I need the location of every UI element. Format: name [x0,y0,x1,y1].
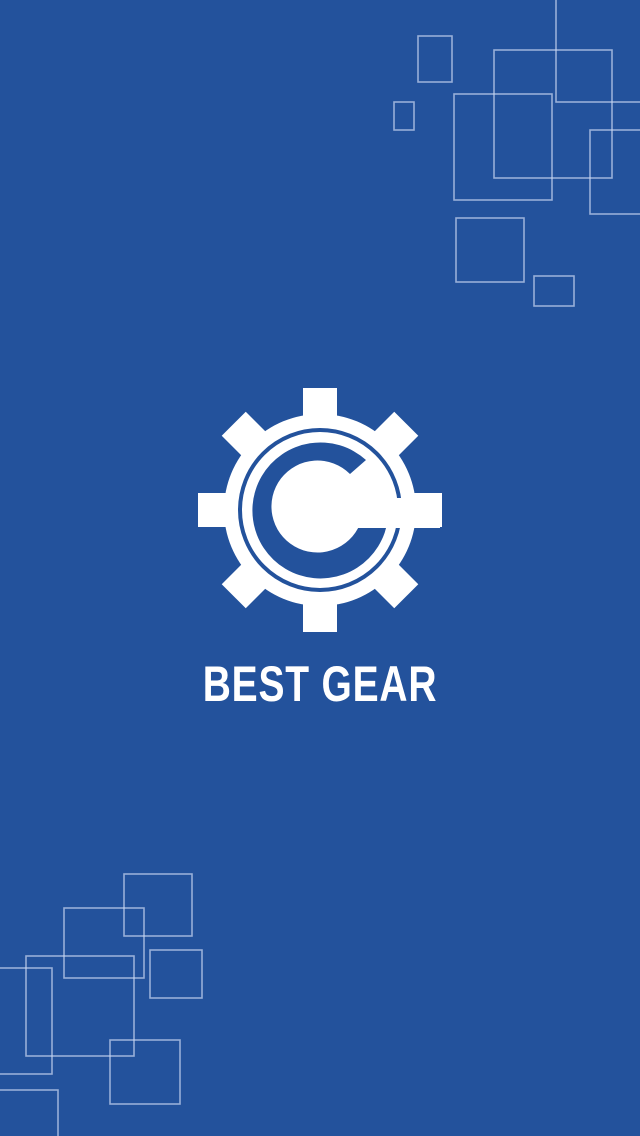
decor-square [123,873,193,937]
decor-square [149,949,203,999]
decor-square [109,1039,181,1105]
decor-square [417,35,453,83]
decor-square [455,217,525,283]
decor-square [493,49,613,179]
decor-square [0,967,53,1075]
gear-tooth [221,411,283,473]
gear-tooth [357,411,419,473]
gear-g-logo-icon [198,388,442,632]
decor-square [533,275,575,307]
decor-square [25,955,135,1057]
decor-square [589,129,640,215]
logo-g-crossbar [318,498,440,528]
decor-square [393,101,415,131]
gear-tooth [221,547,283,609]
decor-square [453,93,553,201]
top-right-squares [393,0,640,307]
gear-tooth [357,547,419,609]
bottom-left-squares [0,873,203,1136]
gear-tooth [198,493,250,527]
brand-name: BEST GEAR [202,656,438,712]
decor-square [63,907,145,979]
decor-square [0,1089,59,1136]
decor-square [555,0,640,103]
